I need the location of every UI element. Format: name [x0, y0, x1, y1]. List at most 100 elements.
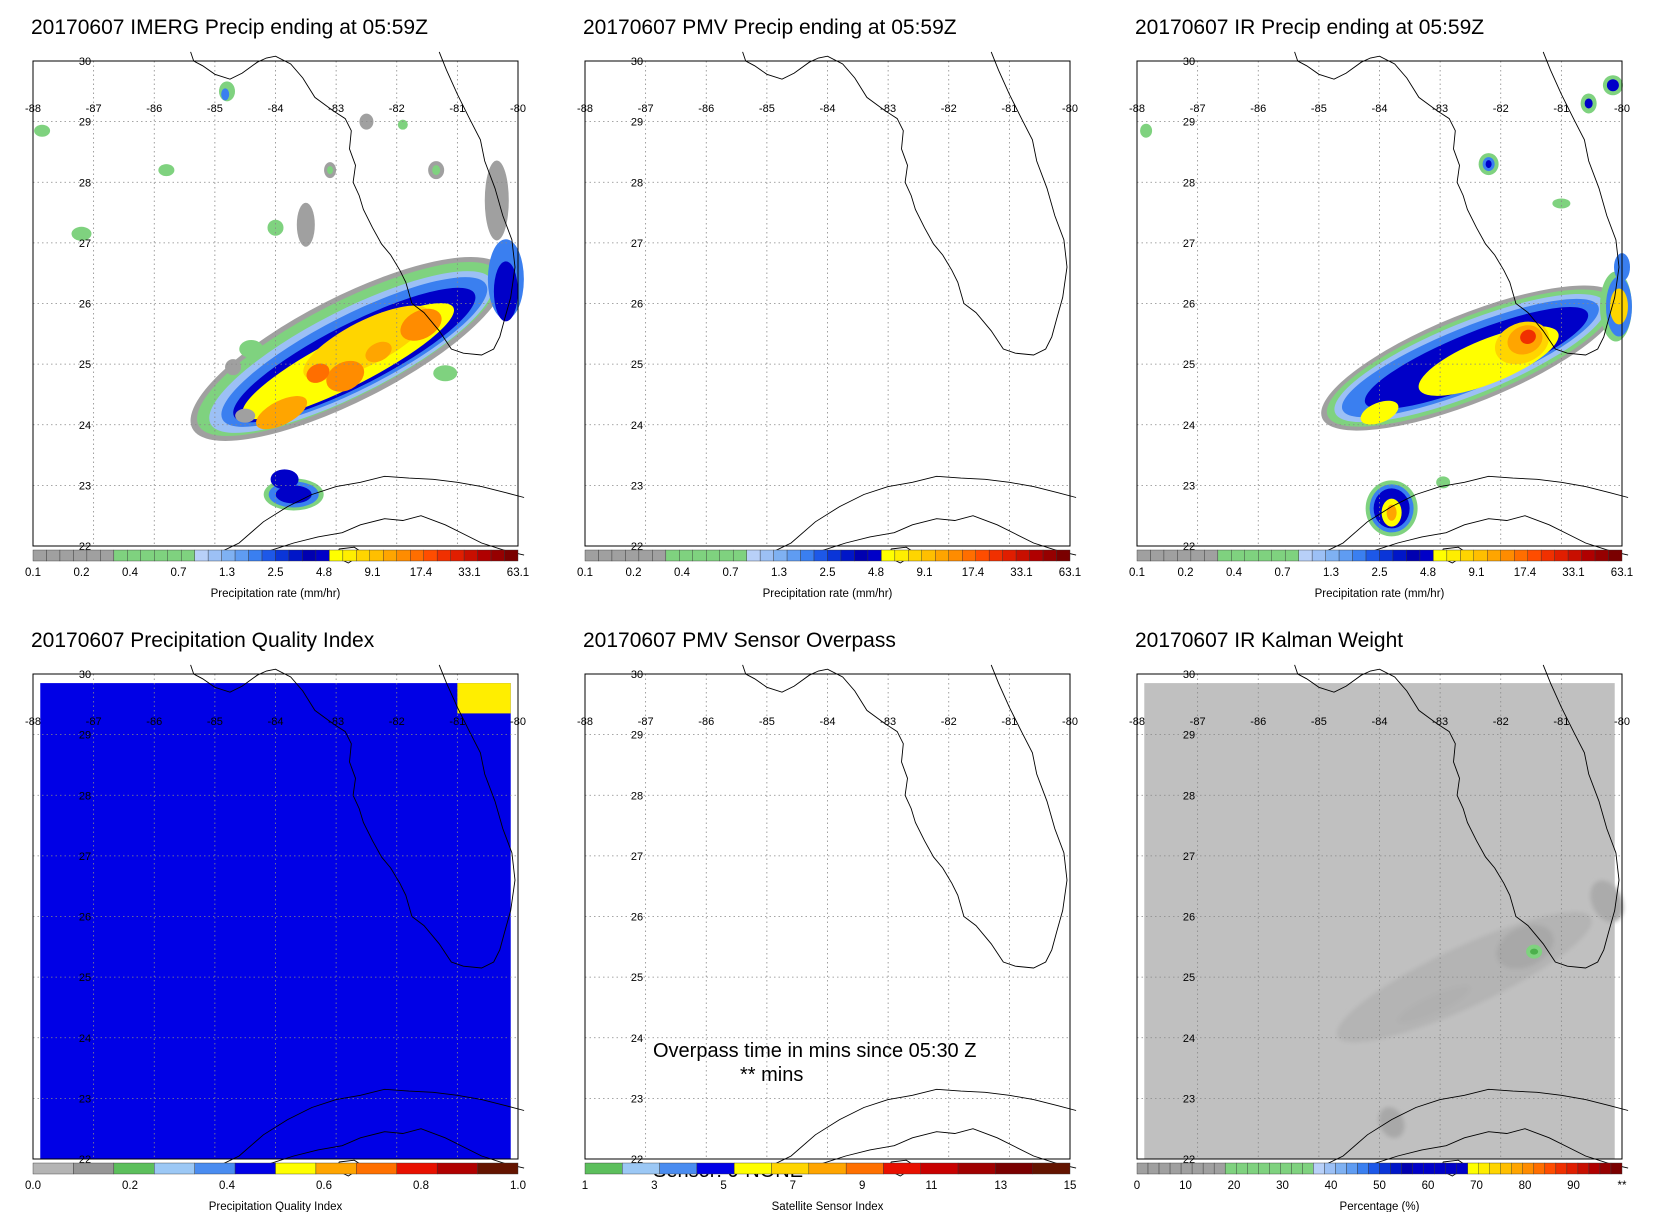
colorbar-swatch: [46, 549, 61, 562]
colorbar-tick-label: 0.1: [577, 567, 593, 579]
lat-tick-label: 26: [631, 299, 643, 311]
lon-tick-label: -84: [1372, 103, 1388, 115]
colorbar-swatch: [1191, 1162, 1204, 1175]
precip-cell: [327, 166, 334, 175]
colorbar-swatch: [450, 549, 465, 562]
lat-tick-label: 23: [79, 480, 91, 492]
precip-cell: [400, 308, 442, 341]
colorbar-swatch: [1478, 1162, 1490, 1175]
lat-tick-label: 29: [1183, 117, 1195, 129]
colorbar-swatch: [100, 549, 115, 562]
colorbar-tick-label: 17.4: [410, 567, 433, 579]
colorbar-tick-label: 80: [1519, 1180, 1532, 1192]
colorbar-tick-label: 0.7: [1275, 567, 1291, 579]
lat-tick-label: 27: [631, 851, 643, 863]
colorbar-tick-label: 4.8: [1420, 567, 1436, 579]
colorbar-swatch: [975, 549, 990, 562]
colorbar-swatch: [854, 549, 869, 562]
lat-tick-label: 29: [79, 117, 91, 129]
coastline: [1294, 51, 1629, 564]
colorbar-tick-label: 1.3: [219, 567, 235, 579]
lon-tick-label: -86: [146, 103, 162, 115]
colorbar-label: Precipitation rate (mm/hr): [763, 588, 893, 600]
colorbar-swatch: [957, 1162, 996, 1175]
coastline: [190, 664, 525, 1177]
colorbar-swatch: [1500, 549, 1515, 562]
colorbar-swatch: [1419, 549, 1434, 562]
lat-tick-label: 25: [79, 972, 91, 984]
lon-tick-label: -84: [820, 103, 836, 115]
lat-tick-label: 29: [79, 730, 91, 742]
colorbar-swatch: [1325, 549, 1340, 562]
map-panel: 20170607 Precipitation Quality Index -88 -…: [25, 629, 526, 1212]
colorbar-swatch: [1302, 1162, 1314, 1175]
colorbar-swatch: [1056, 549, 1071, 562]
colorbar-swatch: [1258, 549, 1272, 562]
colorbar-tick-label: 11: [925, 1180, 937, 1192]
colorbar-swatch: [59, 549, 74, 562]
colorbar-swatch: [827, 549, 842, 562]
lon-tick-label: -87: [638, 716, 654, 728]
coastline: [190, 51, 525, 564]
colorbar-tick-label: 33.1: [1562, 567, 1584, 579]
colorbar-swatch: [1291, 1162, 1303, 1175]
lat-tick-label: 24: [1183, 420, 1195, 432]
colorbar-swatch: [935, 549, 949, 562]
precip-cell: [270, 469, 299, 490]
colorbar-swatch: [584, 549, 599, 562]
data-layer: [1140, 75, 1632, 537]
overpass-annotation: ** mins: [740, 1064, 803, 1086]
colorbar-swatch: [248, 549, 263, 562]
lon-tick-label: -84: [268, 716, 284, 728]
colorbar-swatch: [1177, 549, 1192, 562]
colorbar-swatch: [410, 549, 424, 562]
precip-cell: [296, 202, 315, 247]
panel-title: 20170607 IR Kalman Weight: [1135, 629, 1403, 652]
colorbar-tick-label: 0.2: [1178, 567, 1194, 579]
colorbar-swatch: [1566, 1162, 1579, 1175]
colorbar-swatch: [1136, 1162, 1149, 1175]
colorbar-swatch: [275, 1162, 317, 1175]
colorbar-swatch: [1555, 1162, 1568, 1175]
lat-tick-label: 25: [1183, 359, 1195, 371]
colorbar-swatch: [1169, 1162, 1182, 1175]
lat-tick-label: 30: [79, 669, 91, 681]
colorbar-swatch: [1433, 549, 1448, 562]
colorbar-tick-label: 63.1: [507, 567, 529, 579]
colorbar-swatch: [1147, 1162, 1160, 1175]
colorbar-swatch: [1284, 549, 1299, 562]
colorbar-swatch: [1311, 549, 1326, 562]
lon-tick-label: -85: [207, 103, 223, 115]
colorbar-tick-label: 0.8: [413, 1180, 429, 1192]
lon-tick-label: -82: [1493, 103, 1509, 115]
colorbar-tick-label: 7: [790, 1180, 796, 1192]
colorbar-tick-label: 0.4: [219, 1180, 236, 1192]
colorbar-swatch: [584, 1162, 623, 1175]
colorbar-swatch: [622, 1162, 660, 1175]
lon-tick-label: -81: [449, 103, 465, 115]
lat-tick-label: 27: [79, 238, 91, 250]
precip-cell: [239, 339, 264, 358]
overpass-annotation: Overpass time in mins since 05:30 Z: [653, 1040, 976, 1062]
colorbar-tick-label: 9.1: [917, 567, 933, 579]
precip-cell: [303, 305, 430, 381]
lon-tick-label: -88: [577, 716, 593, 728]
colorbar-swatch: [1489, 1162, 1501, 1175]
colorbar: 0.0 0.2 0.4 0.6 0.8 1.0 Precipitation Quality …: [25, 1162, 526, 1212]
colorbar-swatch: [1352, 549, 1367, 562]
lon-tick-label: -87: [1190, 103, 1206, 115]
lon-tick-label: -86: [698, 103, 714, 115]
lat-tick-label: 29: [631, 117, 643, 129]
colorbar-swatch: [383, 549, 397, 562]
map-frame: [1136, 673, 1623, 1160]
cuba-coastline: [1324, 515, 1629, 556]
colorbar-swatch: [652, 549, 667, 562]
map-frame: [584, 60, 1071, 547]
colorbar-swatch: [234, 549, 249, 562]
lat-tick-label: 30: [79, 56, 91, 68]
colorbar-swatch: [463, 549, 478, 562]
cuba-coastline: [1321, 475, 1629, 554]
cuba-coastline: [1324, 1128, 1629, 1169]
colorbar-tick-label: 1.3: [1323, 567, 1339, 579]
colorbar-tick-label: 9.1: [1469, 567, 1485, 579]
